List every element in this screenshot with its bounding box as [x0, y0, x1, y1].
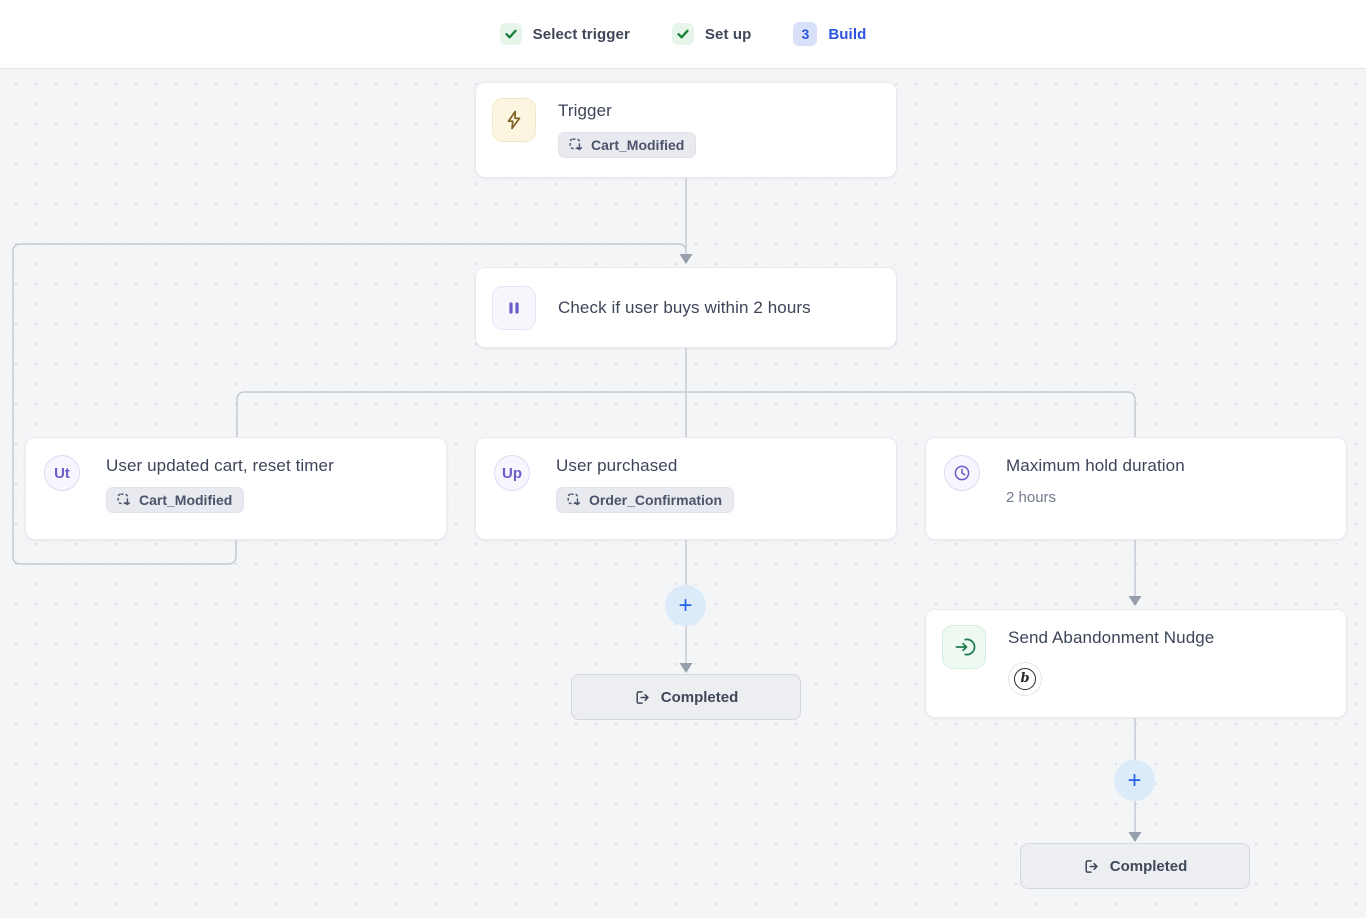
branch-badge: Ut [44, 455, 80, 491]
node-title: User purchased [556, 456, 734, 476]
add-step-button[interactable]: + [1114, 760, 1155, 801]
event-tag-label: Cart_Modified [139, 492, 232, 508]
event-tag-label: Order_Confirmation [589, 492, 722, 508]
exit-icon [1083, 858, 1100, 875]
completed-terminal-left[interactable]: Completed [571, 674, 801, 720]
node-send-abandonment-nudge[interactable]: Send Abandonment Nudge b [925, 609, 1347, 718]
node-check-wait[interactable]: Check if user buys within 2 hours [475, 267, 897, 348]
completed-terminal-right[interactable]: Completed [1020, 843, 1250, 889]
node-user-updated-cart[interactable]: Ut User updated cart, reset timer Cart_M… [25, 437, 447, 540]
completed-label: Completed [1110, 858, 1188, 875]
branch-badge: Up [494, 455, 530, 491]
exit-icon [634, 689, 651, 706]
check-icon [672, 23, 694, 45]
step-set-up[interactable]: Set up [672, 23, 751, 45]
braze-logo: b [1008, 662, 1042, 696]
event-tag-label: Cart_Modified [591, 137, 684, 153]
event-tag-icon [568, 137, 584, 153]
node-title: User updated cart, reset timer [106, 456, 334, 476]
node-title: Check if user buys within 2 hours [558, 298, 811, 318]
clock-icon [944, 455, 980, 491]
step-build[interactable]: 3 Build [793, 22, 866, 46]
event-tag-icon [116, 492, 132, 508]
event-tag[interactable]: Cart_Modified [558, 132, 696, 158]
node-title: Send Abandonment Nudge [1008, 628, 1214, 648]
node-title: Trigger [558, 101, 696, 121]
node-max-hold-duration[interactable]: Maximum hold duration 2 hours [925, 437, 1347, 540]
event-tag[interactable]: Order_Confirmation [556, 487, 734, 513]
completed-label: Completed [661, 689, 739, 706]
hold-duration-value: 2 hours [1006, 487, 1185, 506]
step-number-badge: 3 [793, 22, 817, 46]
check-icon [500, 23, 522, 45]
step-select-trigger[interactable]: Select trigger [500, 23, 630, 45]
lightning-icon [492, 98, 536, 142]
pause-icon [492, 286, 536, 330]
builder-step-bar: Select trigger Set up 3 Build [0, 0, 1366, 69]
step-label: Set up [705, 26, 751, 43]
node-title: Maximum hold duration [1006, 456, 1185, 476]
node-trigger[interactable]: Trigger Cart_Modified [475, 82, 897, 178]
event-tag-icon [566, 492, 582, 508]
step-label: Build [828, 26, 866, 43]
add-step-button[interactable]: + [665, 585, 706, 626]
step-label: Select trigger [533, 26, 630, 43]
node-user-purchased[interactable]: Up User purchased Order_Confirmation [475, 437, 897, 540]
workflow-canvas[interactable]: Select trigger Set up 3 Build Trigger Ca… [0, 0, 1366, 918]
enter-arrow-icon [942, 625, 986, 669]
event-tag[interactable]: Cart_Modified [106, 487, 244, 513]
